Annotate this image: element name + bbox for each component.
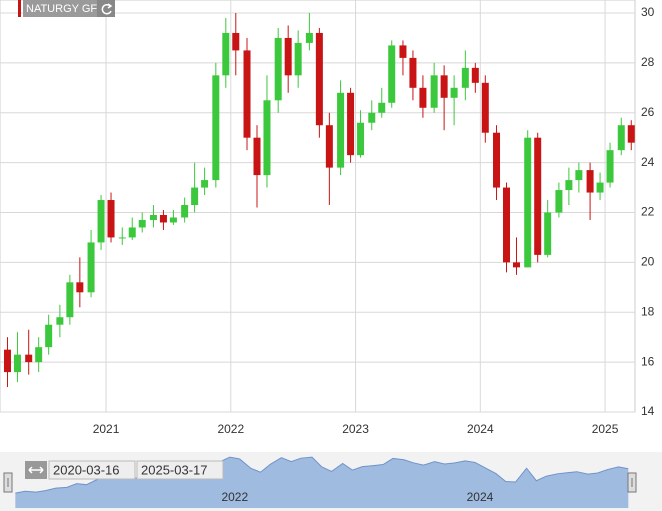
candle-body xyxy=(169,217,177,223)
date-to-box[interactable] xyxy=(136,460,224,480)
candle-body xyxy=(544,212,552,255)
candle-body xyxy=(138,219,146,228)
candle-body xyxy=(118,237,126,239)
candle-body xyxy=(586,170,594,193)
candle-body xyxy=(294,42,302,76)
y-tick-label: 28 xyxy=(641,55,655,69)
candle-body xyxy=(617,125,625,151)
candle-body xyxy=(87,242,95,293)
candle-body xyxy=(159,214,167,223)
refresh-button[interactable] xyxy=(97,0,115,17)
candle-body xyxy=(201,180,209,188)
candle-body xyxy=(284,37,292,76)
navigator-tick-label: 2022 xyxy=(221,490,248,504)
candle-body xyxy=(596,182,604,193)
y-tick-label: 20 xyxy=(641,255,655,269)
candle-body xyxy=(232,32,240,51)
candle-body xyxy=(212,75,220,181)
y-tick-label: 16 xyxy=(641,354,655,368)
candle-body xyxy=(25,354,33,363)
candle-body xyxy=(461,67,469,88)
candle-body xyxy=(66,282,74,318)
candle-body xyxy=(222,32,230,76)
y-tick-label: 24 xyxy=(641,155,655,169)
candle-body xyxy=(325,125,333,168)
range-icon xyxy=(28,466,44,474)
date-to: 2025-03-17 xyxy=(141,462,208,477)
candle-body xyxy=(97,200,105,243)
candle-body xyxy=(440,75,448,98)
candle-body xyxy=(45,324,53,348)
x-tick-label: 2021 xyxy=(93,422,120,436)
candle-body xyxy=(368,112,376,123)
candle-body xyxy=(565,180,573,191)
date-from-box[interactable] xyxy=(48,460,136,480)
date-from: 2020-03-16 xyxy=(53,462,120,477)
candle-body xyxy=(181,205,189,218)
y-tick-label: 26 xyxy=(641,105,655,119)
candle-body xyxy=(357,122,365,156)
candle-body xyxy=(419,87,427,108)
candle-body xyxy=(337,92,345,168)
candle-body xyxy=(149,214,157,220)
candle-body xyxy=(3,349,11,373)
candle-body xyxy=(347,92,355,156)
candle-body xyxy=(627,125,635,143)
label-box xyxy=(23,0,97,17)
y-tick-label: 22 xyxy=(641,205,655,219)
candle-body xyxy=(76,282,84,293)
refresh-icon xyxy=(101,3,113,15)
candle-body xyxy=(263,100,271,176)
candle-body xyxy=(35,347,43,363)
candle-body xyxy=(274,37,282,101)
y-tick-label: 14 xyxy=(641,404,655,418)
candle-body xyxy=(606,150,614,183)
candle-body xyxy=(399,45,407,58)
candle-body xyxy=(450,87,458,98)
candle-body xyxy=(305,32,313,43)
label-marker xyxy=(18,0,21,17)
x-tick-label: 2023 xyxy=(342,422,369,436)
x-tick-label: 2025 xyxy=(592,422,619,436)
y-tick-label: 18 xyxy=(641,304,655,318)
candle-body xyxy=(243,50,251,138)
candle-body xyxy=(378,102,386,113)
navigator-tick-label: 2024 xyxy=(467,490,494,504)
candle-body xyxy=(13,354,21,373)
candle-body xyxy=(253,137,261,176)
candle-body xyxy=(503,187,511,263)
candle-body xyxy=(555,190,563,213)
candle-body xyxy=(430,75,438,108)
navigator-area xyxy=(15,457,629,508)
candle-body xyxy=(128,227,136,238)
y-tick-label: 30 xyxy=(641,5,655,19)
candle-body xyxy=(471,67,479,83)
candle-body xyxy=(388,45,396,103)
candle-body xyxy=(534,137,542,255)
candle-body xyxy=(524,137,532,268)
x-tick-label: 2022 xyxy=(217,422,244,436)
candle-body xyxy=(56,317,64,325)
instrument-label: NATURGY GF xyxy=(26,3,97,15)
candle-body xyxy=(107,200,115,238)
candle-body xyxy=(575,170,583,181)
candle-body xyxy=(493,132,501,188)
candle-body xyxy=(315,32,323,126)
candle-body xyxy=(409,57,417,88)
candle-body xyxy=(512,262,520,268)
candle-body xyxy=(481,82,489,133)
candle-body xyxy=(191,187,199,206)
x-tick-label: 2024 xyxy=(467,422,494,436)
